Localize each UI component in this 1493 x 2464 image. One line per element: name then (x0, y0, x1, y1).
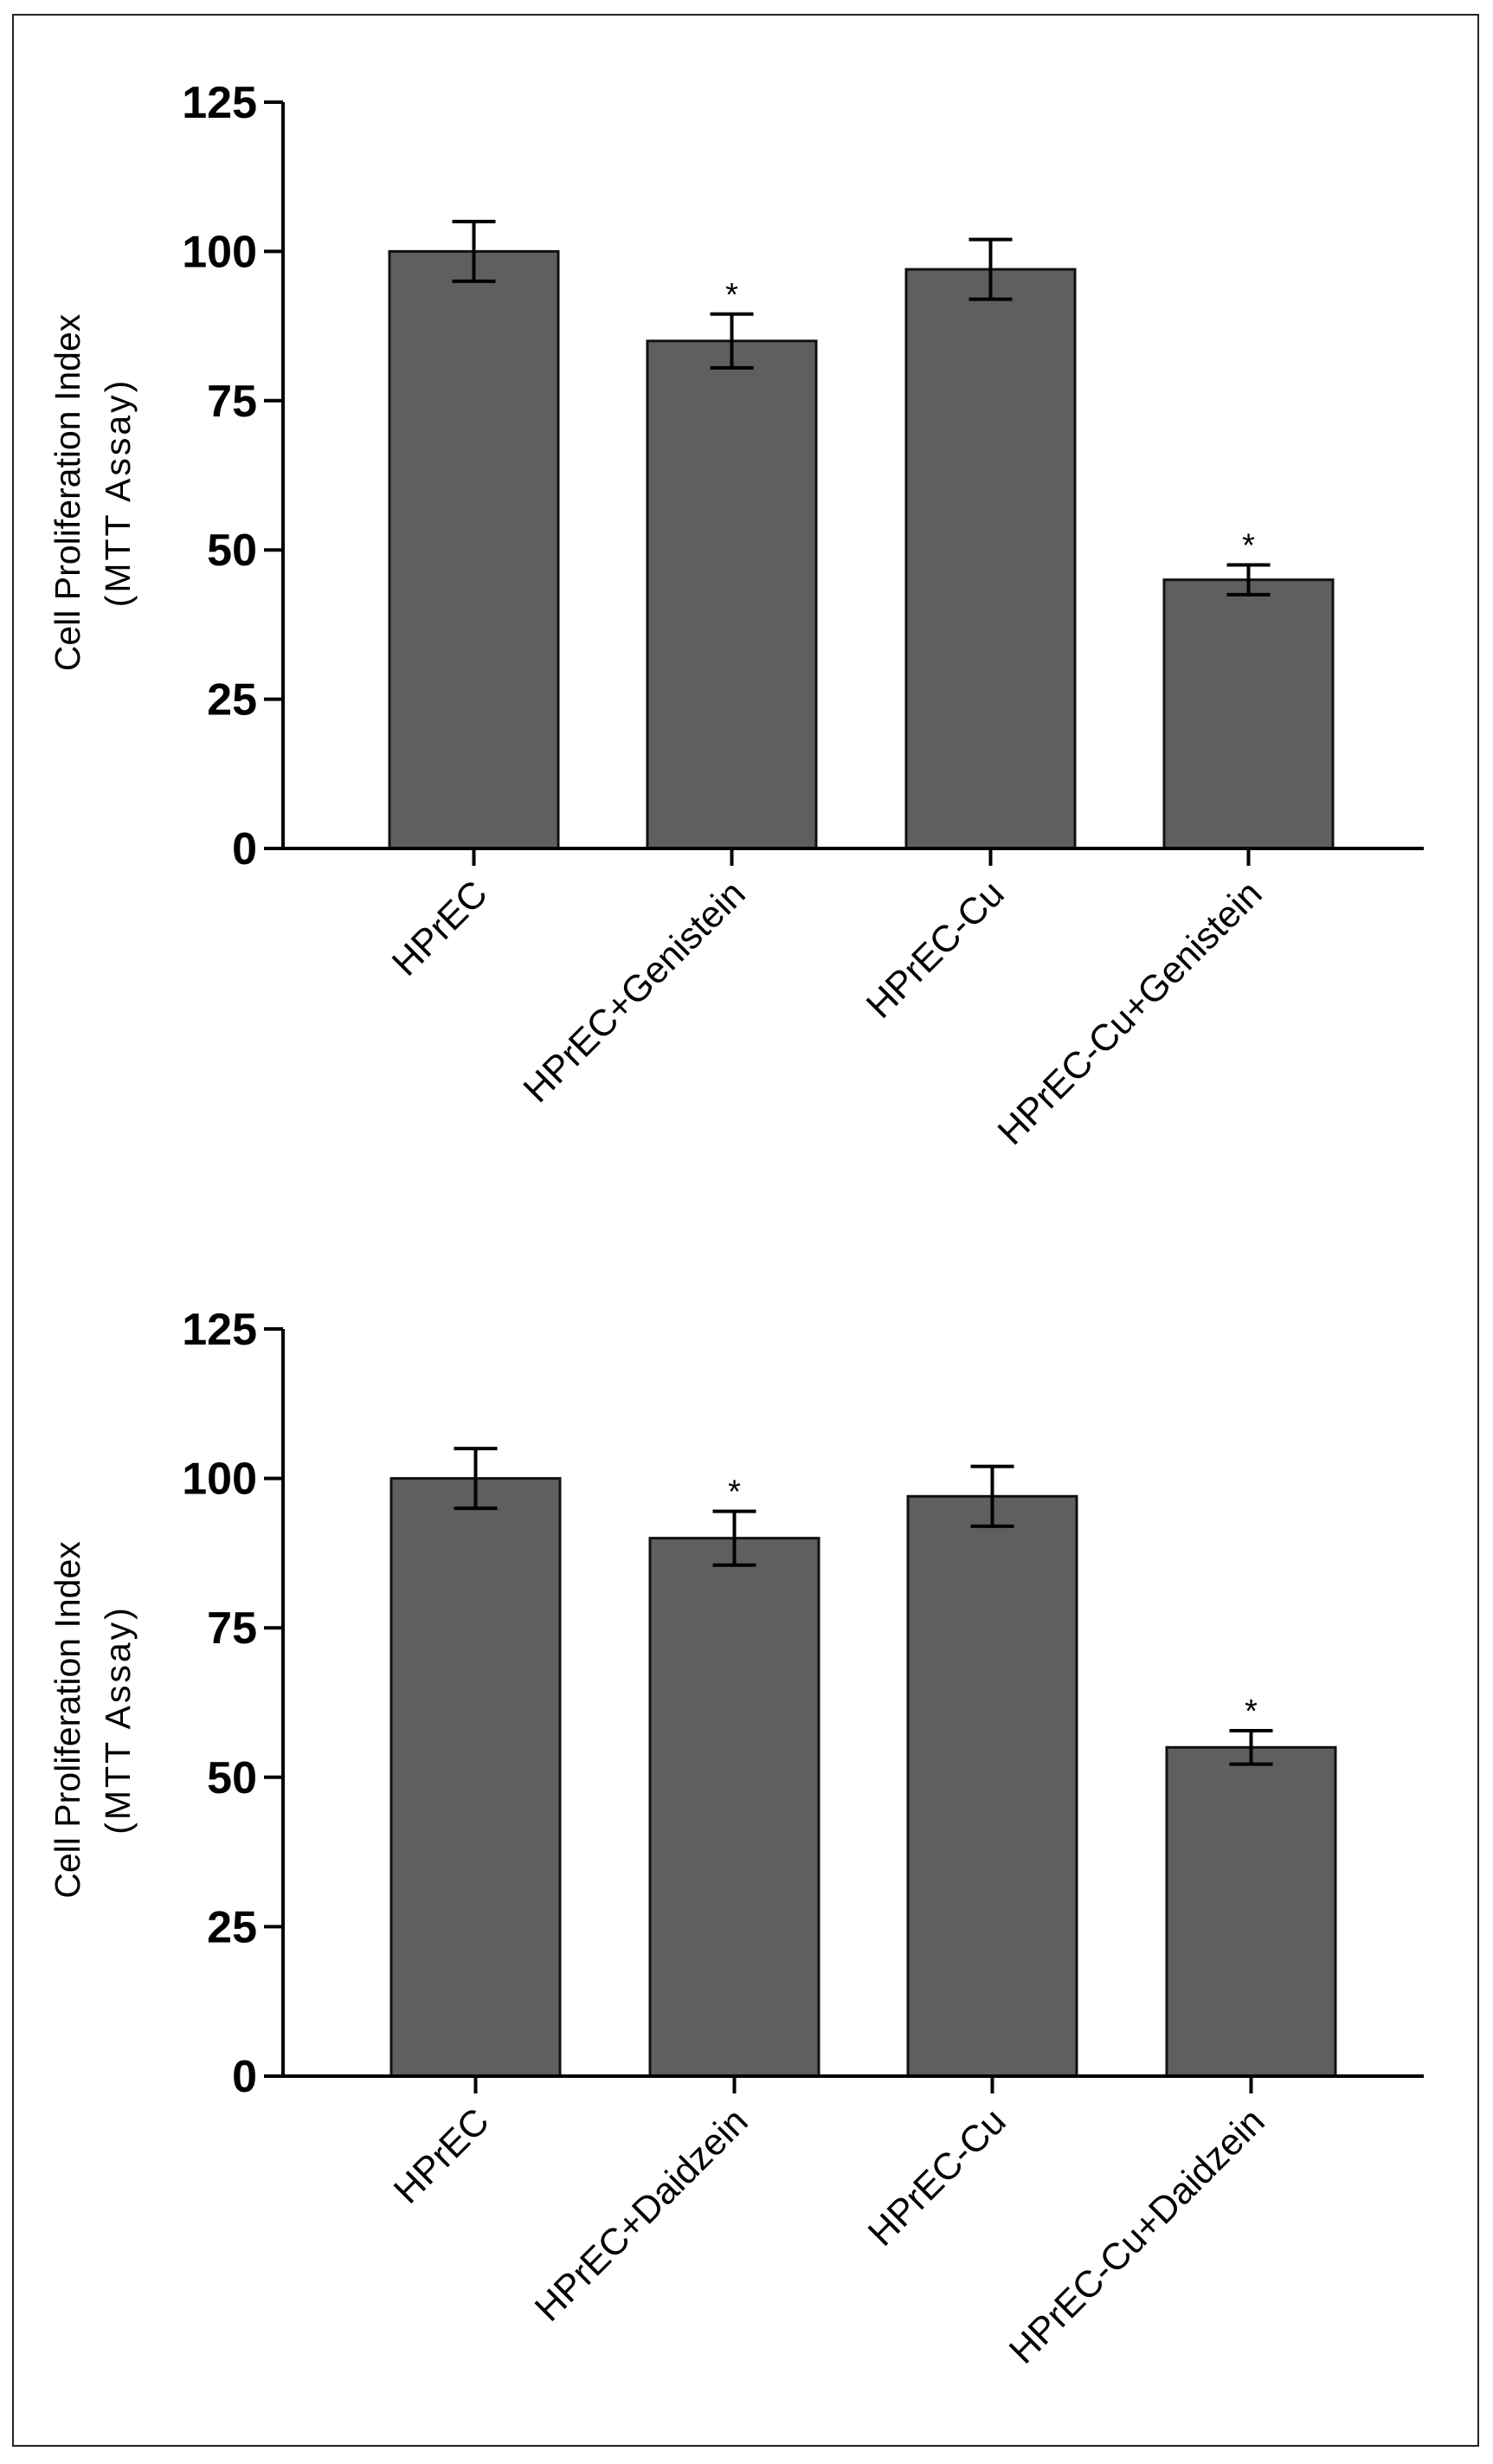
y-tick-label: 75 (207, 1603, 257, 1654)
significance-marker: * (725, 277, 738, 313)
x-category-label: HPrEC+Genistein (516, 873, 754, 1111)
y-axis-title-line2: (MTT Assay) (98, 1605, 138, 1835)
bar (388, 249, 560, 850)
error-bar (970, 1464, 1014, 1528)
y-axis-title-line1: Cell Proliferation Index (48, 313, 87, 671)
error-bar (969, 237, 1013, 301)
error-bar (710, 312, 754, 370)
bar (904, 268, 1077, 850)
x-category-label: HPrEC (384, 873, 496, 984)
y-axis-title-line2: (MTT Assay) (98, 378, 138, 608)
bar (1165, 1745, 1337, 2078)
y-tick-label: 100 (182, 227, 257, 277)
bar (389, 1477, 562, 2078)
x-category-label: HPrEC-Cu (860, 2100, 1014, 2254)
y-tick-label: 25 (207, 675, 257, 726)
y-tick-label: 0 (232, 824, 257, 874)
chart-panel-2: Cell Proliferation Index (MTT Assay) * * 0 25… (48, 1305, 1424, 2372)
bar (1162, 578, 1335, 850)
y-axis-title-line1: Cell Proliferation Index (48, 1541, 87, 1899)
y-tick-label: 25 (207, 1902, 257, 1952)
x-category-label: HPrEC+Daidzein (527, 2100, 756, 2330)
error-bar (452, 219, 496, 283)
x-category-label: HPrEC-Cu+Daidzein (1001, 2100, 1273, 2372)
y-tick-label: 100 (182, 1455, 257, 1505)
y-tick-label: 0 (232, 2052, 257, 2102)
y-axis-title: Cell Proliferation Index (MTT Assay) (48, 1541, 138, 1899)
x-category-label: HPrEC (386, 2100, 498, 2212)
x-category-label: HPrEC-Cu (859, 873, 1013, 1027)
significance-marker: * (1245, 1693, 1258, 1730)
bar (906, 1494, 1078, 2078)
error-bar (1226, 563, 1271, 597)
y-tick-label: 75 (207, 377, 257, 427)
significance-marker: * (728, 1474, 741, 1511)
bar (646, 339, 818, 850)
y-tick-label: 125 (182, 78, 257, 128)
y-axis-title: Cell Proliferation Index (MTT Assay) (48, 313, 138, 671)
error-bar (712, 1509, 756, 1567)
y-tick-label: 50 (207, 1753, 257, 1803)
error-bar (454, 1447, 498, 1511)
y-tick-label: 50 (207, 526, 257, 576)
error-bar (1229, 1728, 1273, 1766)
bar (648, 1537, 821, 2078)
y-tick-label: 125 (182, 1305, 257, 1355)
x-category-label: HPrEC-Cu+Genistein (990, 873, 1271, 1153)
chart-panel-1: Cell Proliferation Index (MTT Assay) * * 0 25… (48, 78, 1424, 1153)
significance-marker: * (1242, 527, 1255, 564)
